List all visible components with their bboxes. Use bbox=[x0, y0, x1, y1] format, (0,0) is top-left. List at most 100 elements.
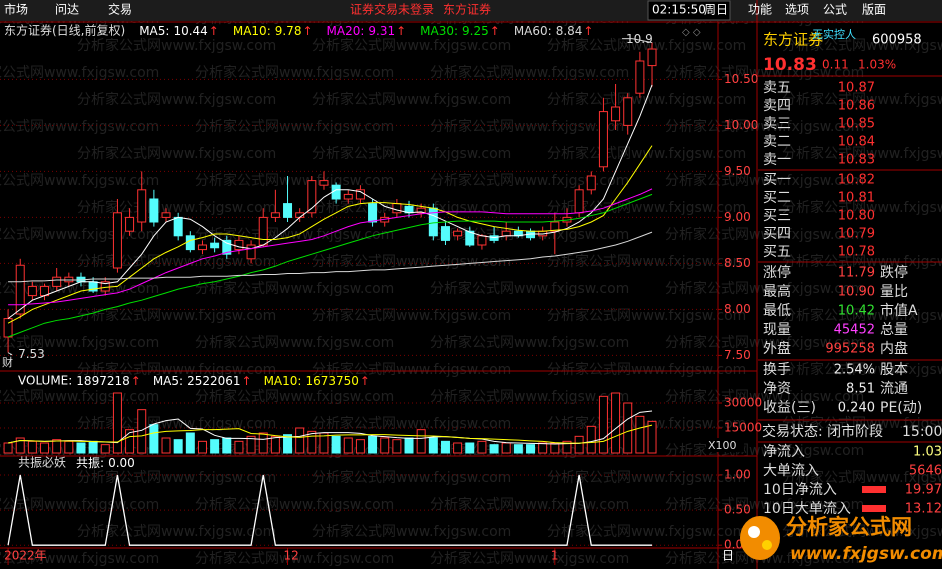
legend-value: 1673750 bbox=[305, 374, 358, 388]
watermark: 分析家公式网www.fxjgsw.com bbox=[77, 361, 276, 378]
watermark: 分析家公式网www.fxjgsw.com bbox=[312, 91, 511, 108]
book-price: 10.82 bbox=[838, 173, 875, 188]
menu-item[interactable]: 市场 bbox=[4, 2, 28, 17]
volume-bar bbox=[88, 440, 98, 454]
volume-bar bbox=[416, 429, 426, 454]
stat-label: 净资 bbox=[763, 381, 791, 397]
legend-value: 9.78 bbox=[275, 24, 302, 38]
stat-label: 换手 bbox=[763, 361, 791, 378]
chart-header: 共振必妖 共振: 0.00 bbox=[18, 456, 135, 470]
candle-body bbox=[368, 203, 378, 223]
volume-bar bbox=[185, 432, 195, 454]
watermark: 分析家公式网www.fxjgsw.com bbox=[547, 307, 746, 324]
icon[interactable]: ◇ ◇ bbox=[682, 27, 701, 38]
volume-bar bbox=[453, 442, 463, 454]
watermark: 分析家公式网www.fxjgsw.com bbox=[665, 280, 864, 297]
indicator-line bbox=[7, 84, 653, 319]
volume-bar bbox=[197, 440, 207, 454]
candle-body bbox=[586, 175, 596, 191]
volume-bar bbox=[574, 435, 584, 454]
watermark: 分析家公式网www.fxjgsw.com bbox=[77, 199, 276, 216]
stat-value: 10.42 bbox=[838, 304, 875, 319]
watermark: 分析家公式网www.fxjgsw.com bbox=[0, 118, 159, 135]
watermark: 分析家公式网www.fxjgsw.com bbox=[0, 550, 159, 567]
candle-body bbox=[210, 242, 220, 249]
volume-bar bbox=[465, 442, 475, 454]
menu-item[interactable]: 问达 bbox=[55, 3, 79, 17]
watermark: 分析家公式网www.fxjgsw.com bbox=[665, 334, 864, 351]
watermark: 分析家公式网www.fxjgsw.com bbox=[782, 415, 942, 432]
watermark: 分析家公式网www.fxjgsw.com bbox=[77, 469, 276, 486]
legend-arrow: ↑ bbox=[490, 24, 500, 38]
stat-label: 外盘 bbox=[763, 340, 791, 357]
watermark: 分析家公式网www.fxjgsw.com bbox=[312, 145, 511, 162]
legend-name: MA10: bbox=[233, 24, 271, 38]
legend-name: MA60: bbox=[514, 24, 552, 38]
indicator-line bbox=[8, 188, 653, 306]
watermark: 分析家公式网www.fxjgsw.com bbox=[195, 172, 394, 189]
watermark: 分析家公式网www.fxjgsw.com bbox=[665, 64, 864, 81]
menu-item[interactable]: 交易 bbox=[108, 2, 132, 17]
menu-item[interactable]: 公式 bbox=[823, 3, 847, 17]
volume-bar bbox=[562, 440, 572, 454]
stat-label: 量比 bbox=[880, 284, 908, 300]
candle-body bbox=[392, 203, 402, 214]
stat-label: 现量 bbox=[763, 322, 791, 338]
book-label: 买一 bbox=[763, 172, 791, 188]
chart-header: VOLUME: 1897218↑ MA5: 2522061↑ MA10: 1673750↑ bbox=[18, 374, 370, 388]
logo: 分析家公式网 www.fxjgsw.com bbox=[740, 515, 942, 564]
volume-bar bbox=[635, 415, 645, 454]
watermark: 分析家公式网www.fxjgsw.com bbox=[77, 91, 276, 108]
watermark: 分析家公式网www.fxjgsw.com bbox=[195, 118, 394, 135]
logo-url: www.fxjgsw.com bbox=[790, 544, 942, 564]
flow-label: 10日大单流入 bbox=[763, 501, 851, 517]
volume-bar bbox=[343, 437, 353, 454]
legend-value: 1897218 bbox=[76, 374, 129, 388]
stat-value: 45452 bbox=[834, 323, 875, 338]
book-price: 10.87 bbox=[838, 81, 875, 96]
volume-bar bbox=[100, 444, 110, 454]
legend-arrow: ↑ bbox=[209, 24, 219, 38]
menu-item[interactable]: 功能 bbox=[748, 3, 772, 17]
legend-name: MA30: bbox=[420, 24, 458, 38]
annotation-line bbox=[622, 38, 653, 44]
flow-label: 净流入 bbox=[763, 444, 805, 460]
watermark: 分析家公式网www.fxjgsw.com bbox=[665, 172, 864, 189]
watermark: 分析家公式网www.fxjgsw.com bbox=[0, 334, 159, 351]
watermark: 分析家公式网www.fxjgsw.com bbox=[312, 307, 511, 324]
volume-bar bbox=[368, 435, 378, 454]
candle-body bbox=[173, 216, 183, 237]
candle-body bbox=[222, 239, 232, 255]
watermark: 分析家公式网www.fxjgsw.com bbox=[77, 307, 276, 324]
watermark: 分析家公式网www.fxjgsw.com bbox=[782, 469, 942, 486]
stat-label: 股本 bbox=[880, 362, 908, 378]
volume-bar bbox=[210, 439, 220, 454]
legend-arrow: ↑ bbox=[396, 24, 406, 38]
watermark: 分析家公式网www.fxjgsw.com bbox=[430, 172, 629, 189]
stat-label: 最低 bbox=[763, 303, 791, 319]
book-price: 10.81 bbox=[838, 191, 875, 206]
stat-label: PE(动) bbox=[880, 400, 922, 416]
flow-bar bbox=[862, 505, 886, 512]
chart-header: 东方证券(日线,前复权) MA5: 10.44↑ MA10: 9.78↑ MA20: 9.3… bbox=[4, 23, 593, 38]
indicator-line bbox=[7, 193, 653, 338]
stock-name: 东方证券 bbox=[763, 31, 823, 49]
menu-item[interactable]: 选项 bbox=[785, 3, 809, 17]
volume-bar bbox=[538, 442, 548, 454]
stat-label: 总量 bbox=[880, 322, 908, 338]
stat-label: 跌停 bbox=[880, 264, 908, 281]
watermark: 分析家公式网www.fxjgsw.com bbox=[430, 388, 629, 405]
volume-bar bbox=[112, 392, 122, 454]
y-tick-label: 10.50 bbox=[724, 72, 758, 86]
high-annotation: 10.9 bbox=[626, 32, 653, 46]
legend-name: MA5: bbox=[153, 374, 183, 388]
volume-bar bbox=[307, 430, 317, 454]
watermark: 分析家公式网www.fxjgsw.com bbox=[0, 496, 159, 513]
volume-bar bbox=[404, 437, 414, 454]
menu-item[interactable]: 版面 bbox=[862, 3, 886, 17]
y-tick-label: 15000 bbox=[724, 421, 762, 435]
volume-bar bbox=[331, 435, 341, 454]
y-tick-label: 7.50 bbox=[724, 348, 751, 362]
volume-bar bbox=[270, 435, 280, 454]
